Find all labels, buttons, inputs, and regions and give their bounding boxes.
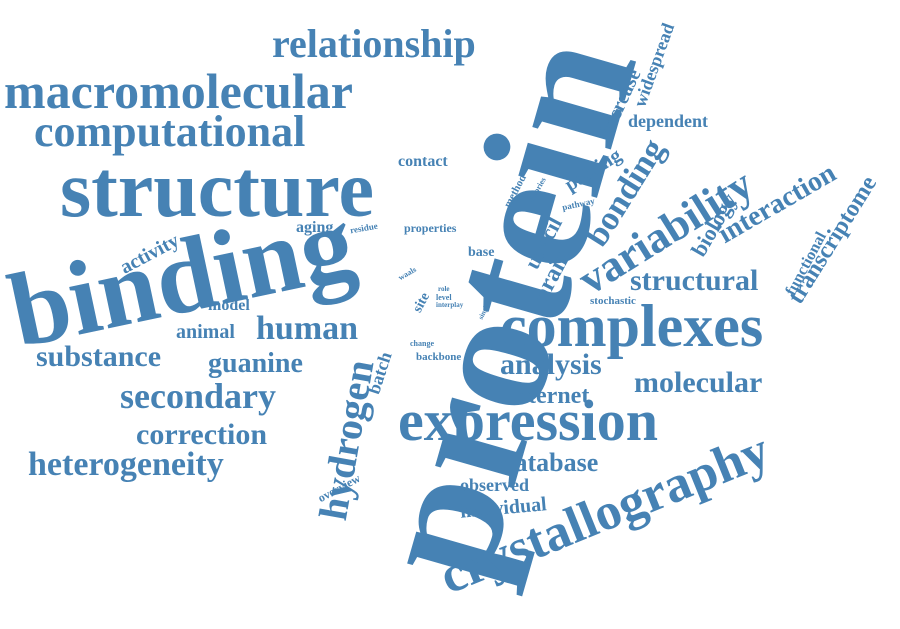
word-internet: internet (508, 383, 590, 409)
word-contact: contact (398, 153, 448, 170)
word-correction: correction (136, 418, 268, 451)
word-substance: substance (36, 340, 162, 373)
word-stochastic: stochastic (590, 295, 636, 307)
word-expression: expression (398, 388, 658, 453)
word-secondary: secondary (120, 376, 276, 416)
word-molecular: molecular (634, 366, 763, 399)
word-observed: observed (460, 475, 529, 495)
word-model: model (208, 297, 250, 314)
word-aging: aging (296, 219, 334, 236)
word-role: role (438, 285, 450, 293)
word-change: change (410, 339, 434, 348)
word-properties: properties (404, 221, 457, 235)
word-guanine: guanine (208, 348, 303, 379)
word-macromolecular: macromolecular (4, 63, 353, 119)
word-dependent: dependent (628, 111, 709, 131)
word-base: base (468, 245, 495, 260)
word-structure: structure (60, 146, 374, 234)
word-database: database (500, 448, 599, 477)
word-animal: animal (176, 321, 235, 343)
word-human: human (256, 310, 359, 347)
word-level: level (436, 293, 452, 302)
word-computational: computational (34, 107, 306, 156)
word-analysis: analysis (500, 348, 602, 381)
word-backbone: backbone (416, 351, 462, 363)
word-heterogeneity: heterogeneity (28, 446, 224, 483)
word-interplay: interplay (436, 301, 464, 309)
word-relationship: relationship (272, 21, 476, 66)
word-structural: structural (630, 264, 759, 297)
word-complexes: complexes (500, 293, 764, 359)
